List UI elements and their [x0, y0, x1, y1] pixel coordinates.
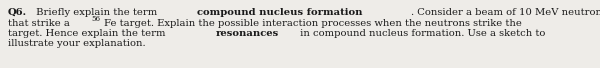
- Text: compound nucleus formation: compound nucleus formation: [197, 8, 362, 17]
- Text: in compound nucleus formation. Use a sketch to: in compound nucleus formation. Use a ske…: [297, 29, 545, 38]
- Text: illustrate your explanation.: illustrate your explanation.: [8, 40, 146, 48]
- Text: . Consider a beam of 10 MeV neutrons: . Consider a beam of 10 MeV neutrons: [410, 8, 600, 17]
- Text: 56: 56: [92, 14, 101, 23]
- Text: resonances: resonances: [215, 29, 278, 38]
- Text: Q6.: Q6.: [8, 8, 27, 17]
- Text: Fe target. Explain the possible interaction processes when the neutrons strike t: Fe target. Explain the possible interact…: [104, 18, 521, 27]
- Text: target. Hence explain the term: target. Hence explain the term: [8, 29, 169, 38]
- Text: that strike a: that strike a: [8, 18, 73, 27]
- Text: Briefly explain the term: Briefly explain the term: [32, 8, 160, 17]
